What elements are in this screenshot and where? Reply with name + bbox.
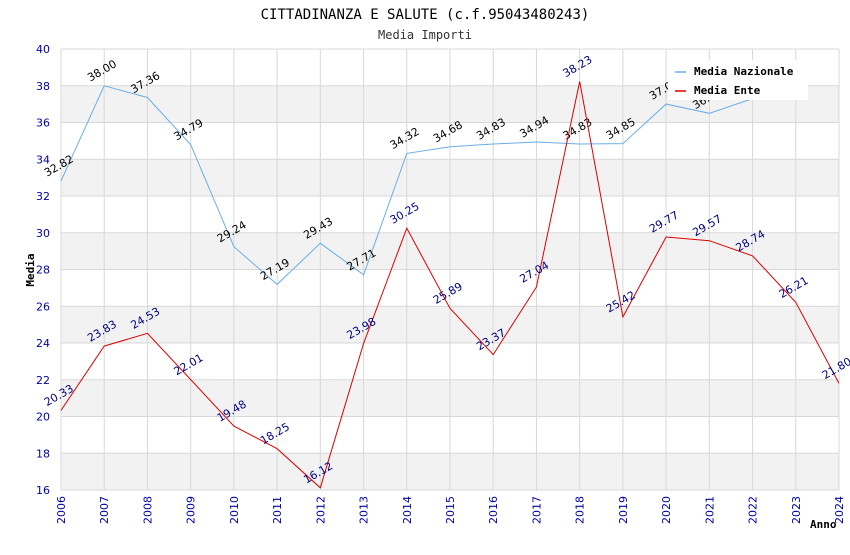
series-line-0 xyxy=(60,85,753,286)
y-tick-label: 34 xyxy=(36,153,50,166)
data-label: 26.21 xyxy=(777,274,811,301)
grid-lines xyxy=(60,48,840,491)
y-tick-label: 18 xyxy=(36,447,50,460)
x-tick-label: 2020 xyxy=(660,496,673,524)
x-tick-label: 2011 xyxy=(271,496,284,524)
data-label: 29.77 xyxy=(647,209,681,236)
x-tick-label: 2013 xyxy=(358,496,371,524)
y-tick-label: 16 xyxy=(36,484,50,497)
legend-label-ente: Media Ente xyxy=(694,84,761,97)
y-tick-label: 40 xyxy=(36,43,50,56)
x-tick-label: 2008 xyxy=(141,496,154,524)
x-tick-label: 2024 xyxy=(833,496,846,524)
y-tick-label: 22 xyxy=(36,374,50,387)
x-tick-label: 2017 xyxy=(530,496,543,524)
x-tick-label: 2010 xyxy=(228,496,241,524)
y-tick-label: 32 xyxy=(36,190,50,203)
y-tick-label: 20 xyxy=(36,411,50,424)
legend-label-nazionale: Media Nazionale xyxy=(694,65,794,78)
y-tick-label: 38 xyxy=(36,80,50,93)
x-tick-label: 2023 xyxy=(790,496,803,524)
legend: Media Nazionale Media Ente xyxy=(668,60,808,100)
x-tick-label: 2014 xyxy=(401,496,414,524)
y-axis-ticks: 16 18 20 22 24 26 28 30 32 34 36 38 40 xyxy=(36,43,50,497)
x-tick-label: 2015 xyxy=(444,496,457,524)
y-tick-label: 24 xyxy=(36,337,50,350)
x-axis-label: Anno xyxy=(810,518,837,531)
x-tick-label: 2016 xyxy=(487,496,500,524)
series-line-1 xyxy=(60,81,840,489)
x-tick-label: 2018 xyxy=(574,496,587,524)
chart-title: CITTADINANZA E SALUTE (c.f.95043480243) xyxy=(261,7,590,23)
data-label: 30.25 xyxy=(388,200,422,227)
x-tick-label: 2006 xyxy=(55,496,68,524)
x-tick-label: 2021 xyxy=(703,496,716,524)
chart-subtitle: Media Importi xyxy=(378,28,472,42)
y-tick-label: 36 xyxy=(36,117,50,130)
x-axis-ticks: 2006 2007 2008 2009 2010 2011 2012 2013 2014 2015… xyxy=(55,496,846,524)
y-tick-label: 26 xyxy=(36,300,50,313)
data-label: 22.01 xyxy=(172,351,206,378)
data-label: 38.23 xyxy=(561,53,595,80)
y-axis-label: Media xyxy=(24,253,37,286)
data-label: 18.25 xyxy=(258,420,292,447)
y-tick-label: 30 xyxy=(36,227,50,240)
y-tick-label: 28 xyxy=(36,264,50,277)
x-tick-label: 2012 xyxy=(314,496,327,524)
legend-box xyxy=(668,60,808,100)
x-tick-label: 2007 xyxy=(98,496,111,524)
data-label: 38.00 xyxy=(85,57,119,84)
data-label: 21.80 xyxy=(820,355,850,382)
data-label: 25.89 xyxy=(431,280,465,307)
x-tick-label: 2022 xyxy=(747,496,760,524)
x-tick-label: 2019 xyxy=(617,496,630,524)
x-tick-label: 2009 xyxy=(185,496,198,524)
data-label: 34.32 xyxy=(388,125,422,152)
